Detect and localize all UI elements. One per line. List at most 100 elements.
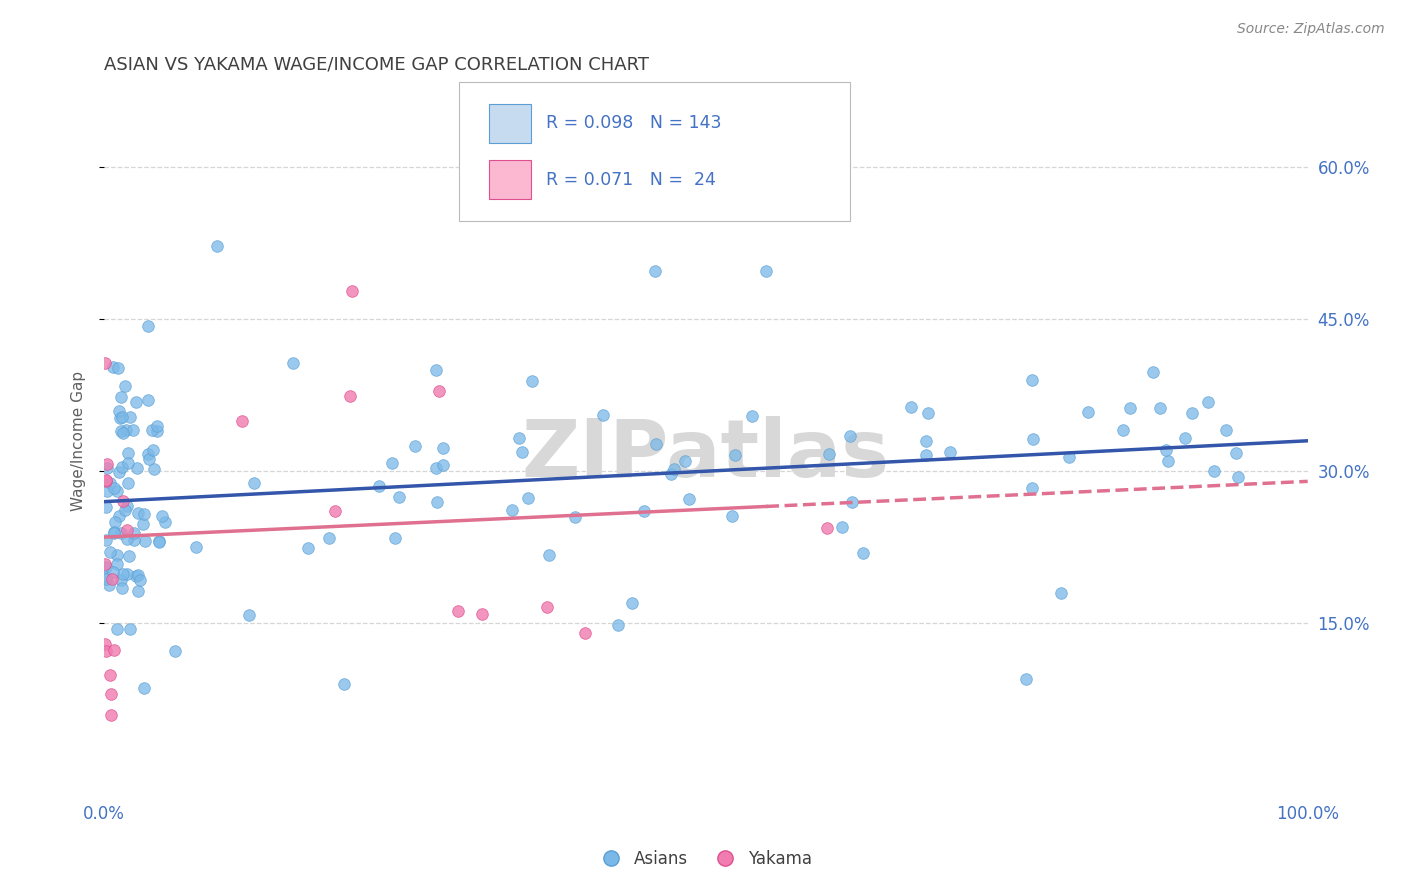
Point [1202,464,1225,478]
Point [281,356,304,370]
Point [111,493,134,508]
Point [146,424,169,438]
Point [536,600,558,615]
Point [142,443,165,458]
Point [108,465,131,479]
Point [110,390,132,404]
Point [297,541,319,556]
Point [1149,401,1171,416]
Point [831,520,853,534]
Point [110,573,132,587]
Point [1021,432,1043,446]
Point [939,445,962,459]
Point [332,677,354,691]
Point [97,578,120,592]
Point [620,597,643,611]
Point [129,573,152,587]
Point [384,532,406,546]
FancyBboxPatch shape [460,82,851,220]
Point [96,560,118,574]
Point [146,419,169,434]
FancyBboxPatch shape [489,103,531,143]
Point [96,461,118,475]
Point [111,410,134,425]
Point [94,637,117,651]
Point [98,668,121,682]
Point [917,407,939,421]
Point [900,400,922,414]
Point [103,526,125,541]
Point [108,509,131,524]
Point [678,491,700,506]
Point [1112,423,1135,437]
Point [96,533,118,548]
Point [1215,423,1237,437]
Point [127,568,149,582]
Point [96,572,118,586]
Point [538,549,561,563]
Point [103,481,125,495]
Point [1021,374,1043,388]
Point [101,359,124,374]
Point [103,643,125,657]
Point [381,456,404,470]
Point [1181,406,1204,420]
Point [741,409,763,423]
Point [243,475,266,490]
Point [111,460,134,475]
Point [125,460,148,475]
Point [432,458,454,472]
Point [96,484,118,499]
Point [118,549,141,563]
Point [724,448,747,462]
Text: ZIPatlas: ZIPatlas [522,416,890,494]
Point [1119,401,1142,415]
Point [127,584,149,599]
Point [427,384,450,398]
Point [148,534,170,549]
Point [107,361,129,376]
Point [103,565,125,579]
Text: Source: ZipAtlas.com: Source: ZipAtlas.com [1237,22,1385,37]
Point [340,284,363,298]
Legend: Asians, Yakama: Asians, Yakama [588,844,818,875]
Point [231,414,253,428]
Point [120,410,142,425]
Point [368,479,391,493]
Point [138,392,160,407]
Point [105,548,128,562]
Point [447,604,470,618]
Text: ASIAN VS YAKAMA WAGE/INCOME GAP CORRELATION CHART: ASIAN VS YAKAMA WAGE/INCOME GAP CORRELAT… [104,55,650,73]
Point [125,569,148,583]
Point [318,531,340,545]
Point [817,447,839,461]
Point [501,503,523,517]
Point [111,581,134,595]
Point [664,462,686,476]
Point [94,356,117,370]
Point [105,483,128,498]
Point [117,446,139,460]
Point [1227,470,1250,484]
Point [108,403,131,417]
Point [141,423,163,437]
Point [1197,395,1219,409]
Point [118,622,141,636]
Point [138,319,160,334]
Point [574,625,596,640]
Point [134,534,156,549]
Point [115,523,138,537]
Point [122,525,145,540]
Point [132,517,155,532]
Point [115,423,138,437]
Point [606,617,628,632]
Point [1154,443,1177,458]
Point [142,462,165,476]
Point [914,434,936,449]
Point [1057,450,1080,464]
Point [852,546,875,560]
Point [94,474,117,488]
Point [186,541,208,555]
Point [127,506,149,520]
Point [136,447,159,461]
